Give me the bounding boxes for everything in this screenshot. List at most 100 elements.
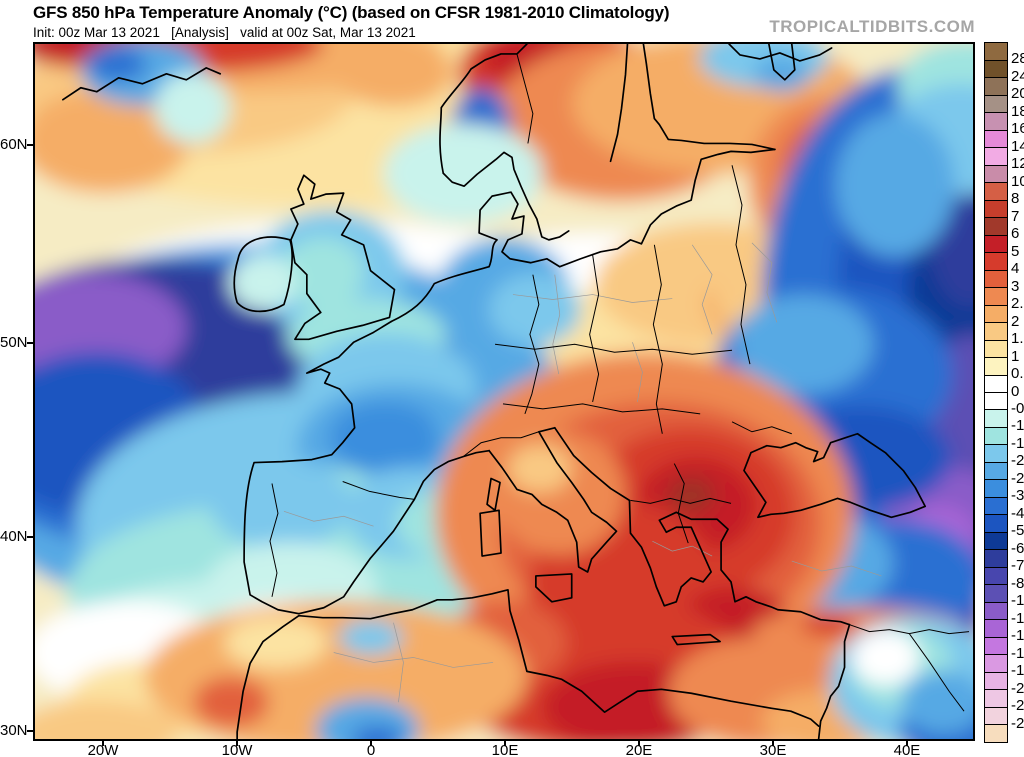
colorbar-swatch	[985, 532, 1007, 550]
colorbar-label: 6	[1011, 225, 1020, 243]
colorbar-divider	[985, 426, 1007, 428]
colorbar-label: 12	[1011, 155, 1024, 173]
colorbar-label: 16	[1011, 120, 1024, 138]
colorbar-label: -24	[1011, 697, 1024, 715]
colorbar-swatch	[985, 567, 1007, 585]
country-borders	[269, 53, 970, 712]
colorbar-divider	[985, 77, 1007, 79]
colorbar-divider	[985, 129, 1007, 131]
colorbar-swatch	[985, 60, 1007, 78]
colorbar-divider	[985, 339, 1007, 341]
lat-label: 60N	[0, 136, 28, 154]
colorbar-label: 1	[1011, 347, 1020, 365]
colorbar-label: 8	[1011, 190, 1020, 208]
admin-borders	[283, 242, 882, 703]
colorbar-swatch	[985, 549, 1007, 568]
colorbar-swatch	[985, 130, 1007, 148]
colorbar-divider	[985, 479, 1007, 481]
colorbar-swatch	[985, 654, 1007, 673]
colorbar-swatch	[985, 43, 1007, 61]
anomaly-blob	[209, 457, 353, 550]
colorbar-swatch	[985, 619, 1007, 638]
anomaly-blob	[667, 477, 716, 514]
lon-label: 30E	[759, 742, 787, 757]
colorbar-divider	[985, 217, 1007, 219]
colorbar-label: 14	[1011, 137, 1024, 155]
colorbar-swatch	[985, 602, 1007, 620]
colorbar-divider	[985, 671, 1007, 673]
anomaly-blob	[35, 700, 179, 739]
colorbar-label: 2	[1011, 312, 1020, 330]
colorbar-divider	[985, 112, 1007, 114]
colorbar-swatch	[985, 689, 1007, 708]
colorbar-divider	[985, 706, 1007, 708]
colorbar-swatch	[985, 427, 1007, 445]
colorbar-label: -3	[1011, 487, 1024, 505]
lat-tick	[27, 536, 33, 539]
colorbar-divider	[985, 269, 1007, 271]
anomaly-blob	[383, 123, 543, 223]
lon-label: 20E	[625, 742, 653, 757]
anomaly-blob	[338, 619, 403, 656]
colorbar-swatch	[985, 584, 1007, 603]
lon-label: 10W	[221, 742, 253, 757]
colorbar-swatch	[985, 707, 1007, 725]
anomaly-blob	[800, 613, 857, 636]
colorbar-divider	[985, 409, 1007, 411]
colorbar-label: -28	[1011, 714, 1024, 732]
colorbar-swatch	[985, 235, 1007, 253]
colorbar-swatch	[985, 270, 1007, 288]
colorbar-divider	[985, 531, 1007, 533]
colorbar-divider	[985, 461, 1007, 463]
colorbar-label: 0	[1011, 382, 1020, 400]
colorbar-divider	[985, 636, 1007, 638]
colorbar-swatch	[985, 375, 1007, 393]
page-title: GFS 850 hPa Temperature Anomaly (°C) (ba…	[33, 3, 670, 22]
colorbar-swatch	[985, 357, 1007, 376]
anomaly-map-svg	[35, 44, 973, 739]
anomaly-blob	[333, 44, 454, 107]
colorbar	[984, 42, 1008, 743]
colorbar-divider	[985, 496, 1007, 498]
anomaly-blob	[835, 113, 956, 257]
colorbar-divider	[985, 601, 1007, 603]
anomaly-blob	[229, 254, 297, 311]
colorbar-label: -20	[1011, 679, 1024, 697]
colorbar-swatch	[985, 305, 1007, 323]
colorbar-swatch	[985, 637, 1007, 655]
map-canvas	[33, 42, 975, 741]
colorbar-label: 10	[1011, 172, 1024, 190]
anomaly-blob	[734, 294, 874, 394]
colorbar-swatch	[985, 409, 1007, 428]
colorbar-label: -1.5	[1011, 434, 1024, 452]
colorbar-label: 2.5	[1011, 295, 1024, 313]
colorbar-swatch	[985, 77, 1007, 96]
colorbar-divider	[985, 94, 1007, 96]
lon-tick	[369, 741, 372, 746]
anomaly-blob	[507, 444, 572, 493]
colorbar-divider	[985, 724, 1007, 726]
colorbar-divider	[985, 374, 1007, 376]
lat-tick	[27, 144, 33, 147]
colorbar-labels: 28242018161412108765432.521.510.50-0.5-1…	[1011, 42, 1024, 747]
temperature-anomaly-field	[35, 44, 973, 739]
colorbar-swatch	[985, 444, 1007, 463]
colorbar-label: -2	[1011, 452, 1024, 470]
colorbar-label: 5	[1011, 242, 1020, 260]
lat-label: 50N	[0, 333, 28, 351]
anomaly-blob	[35, 89, 190, 194]
colorbar-swatch	[985, 95, 1007, 113]
colorbar-divider	[985, 182, 1007, 184]
colorbar-swatch	[985, 182, 1007, 201]
anomaly-blob	[315, 698, 420, 739]
colorbar-label: -5	[1011, 522, 1024, 540]
colorbar-label: 28	[1011, 50, 1024, 68]
lat-tick	[27, 730, 33, 732]
colorbar-swatch	[985, 252, 1007, 271]
colorbar-label: -0.5	[1011, 399, 1024, 417]
lon-tick	[101, 741, 104, 746]
colorbar-divider	[985, 619, 1007, 621]
colorbar-divider	[985, 304, 1007, 306]
anomaly-blob	[86, 46, 147, 81]
